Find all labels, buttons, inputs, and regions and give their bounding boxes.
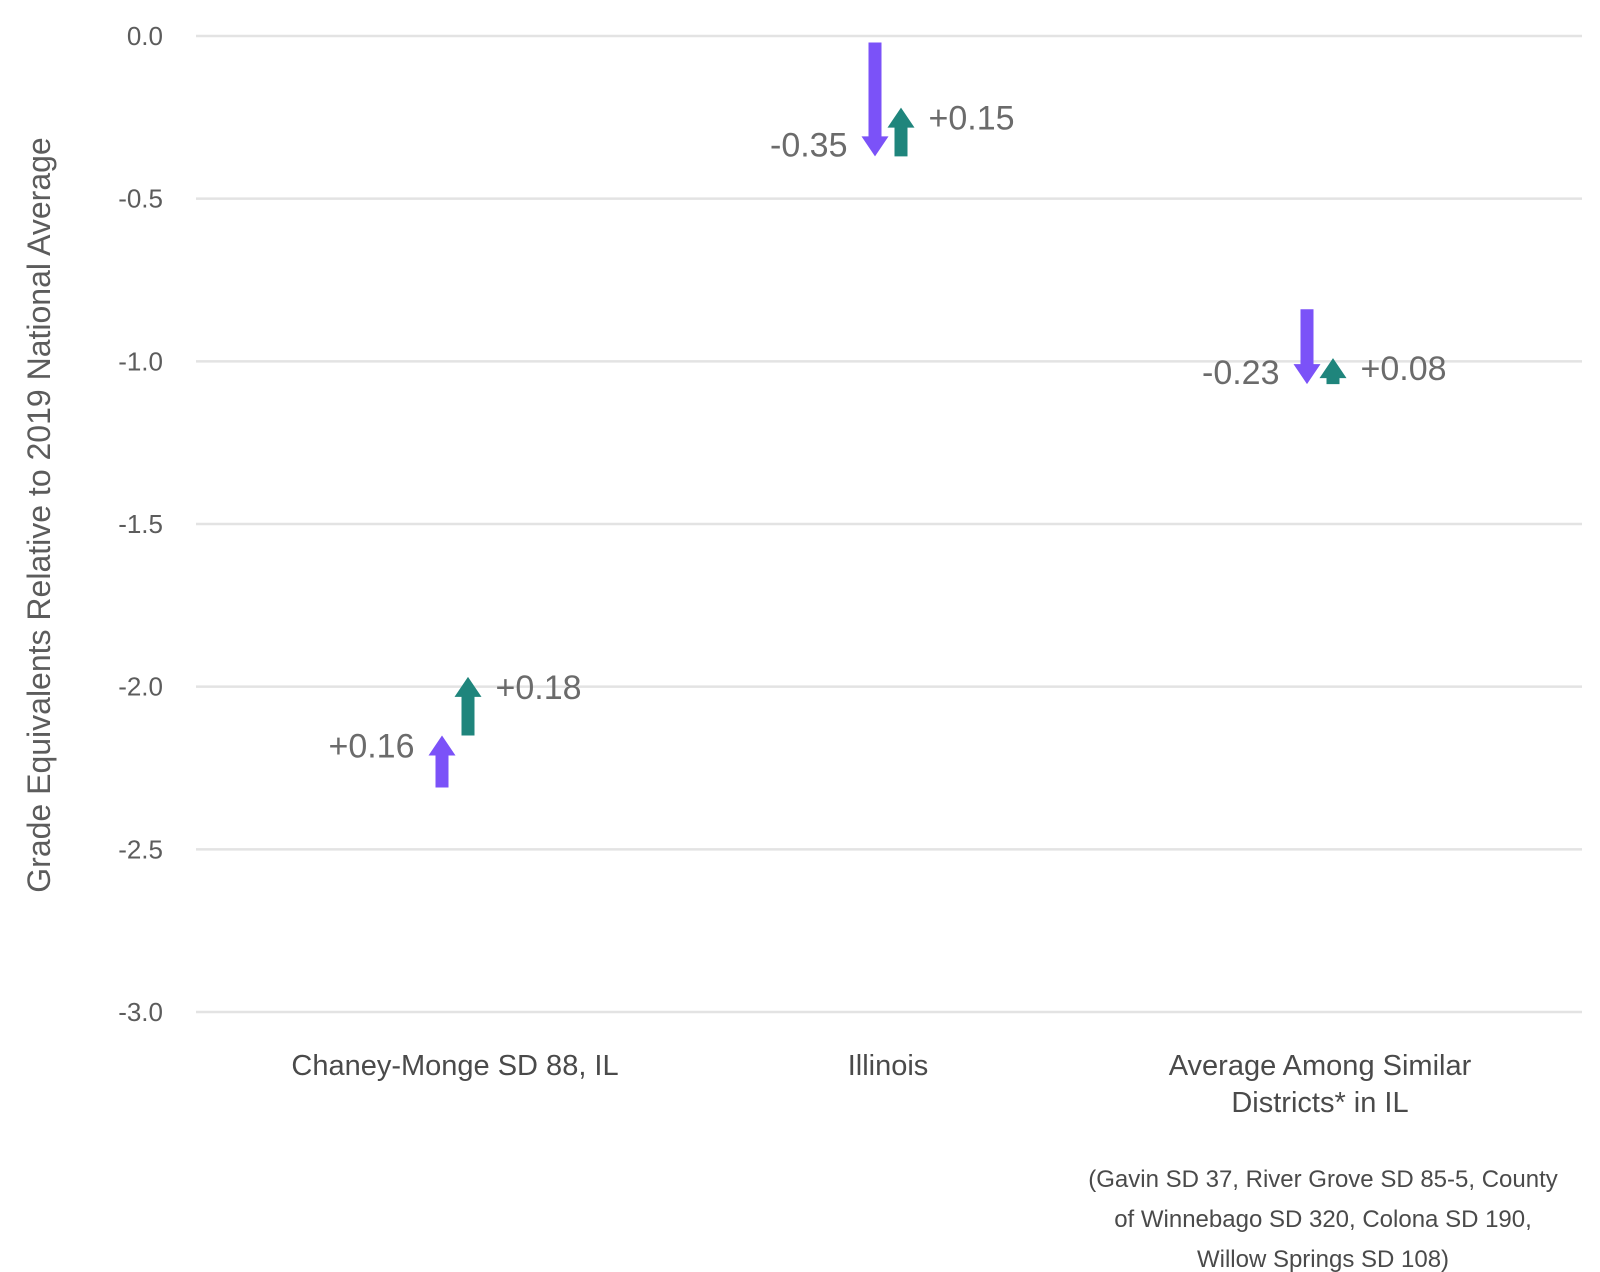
x-category-label: Illinois	[848, 1050, 929, 1082]
value-label: +0.18	[496, 669, 582, 707]
x-category-line: Illinois	[848, 1050, 929, 1082]
arrow-series-1-0	[428, 735, 456, 788]
arrow-series-1-2	[1293, 309, 1321, 385]
value-label: +0.08	[1361, 350, 1447, 388]
y-tick-label: -3.0	[118, 997, 163, 1027]
footnote-line: Willow Springs SD 108)	[1197, 1246, 1449, 1272]
footnote-line: of Winnebago SD 320, Colona SD 190,	[1114, 1206, 1532, 1233]
x-axis-categories: Chaney-Monge SD 88, IL Illinois Average Am…	[291, 1050, 1471, 1119]
gridlines	[196, 34, 1582, 1014]
y-tick-label: -0.5	[118, 184, 163, 214]
x-category-line: Districts* in IL	[1231, 1087, 1408, 1119]
y-axis-ticks: 0.0 -0.5 -1.0 -1.5 -2.0 -2.5 -3.0	[118, 21, 163, 1027]
x-category-label: Average Among Similar Districts* in IL	[1169, 1050, 1472, 1119]
x-category-line: Chaney-Monge SD 88, IL	[291, 1050, 618, 1082]
value-label: +0.15	[929, 100, 1015, 138]
value-label: +0.16	[328, 727, 414, 765]
value-label: -0.35	[770, 126, 848, 164]
arrow-series-1-1	[861, 42, 889, 157]
y-tick-label: -1.5	[118, 509, 163, 539]
x-category-label: Chaney-Monge SD 88, IL	[291, 1050, 618, 1082]
y-tick-label: -1.0	[118, 346, 163, 376]
value-label: -0.23	[1202, 354, 1280, 392]
y-tick-label: 0.0	[127, 21, 163, 51]
x-category-line: Average Among Similar	[1169, 1050, 1472, 1082]
arrow-series-2-2	[1319, 358, 1347, 385]
arrow-series	[428, 42, 1347, 788]
footnote-line: (Gavin SD 37, River Grove SD 85-5, Count…	[1088, 1166, 1558, 1193]
arrow-series-2-0	[454, 676, 482, 736]
y-tick-label: -2.0	[118, 672, 163, 702]
footnote: (Gavin SD 37, River Grove SD 85-5, Count…	[1088, 1166, 1558, 1272]
value-labels: +0.16 -0.35 -0.23 +0.18 +0.15 +0.08	[328, 100, 1446, 766]
arrow-series-2-1	[887, 107, 915, 157]
y-tick-label: -2.5	[118, 834, 163, 864]
y-axis-title: Grade Equivalents Relative to 2019 Natio…	[21, 137, 57, 892]
